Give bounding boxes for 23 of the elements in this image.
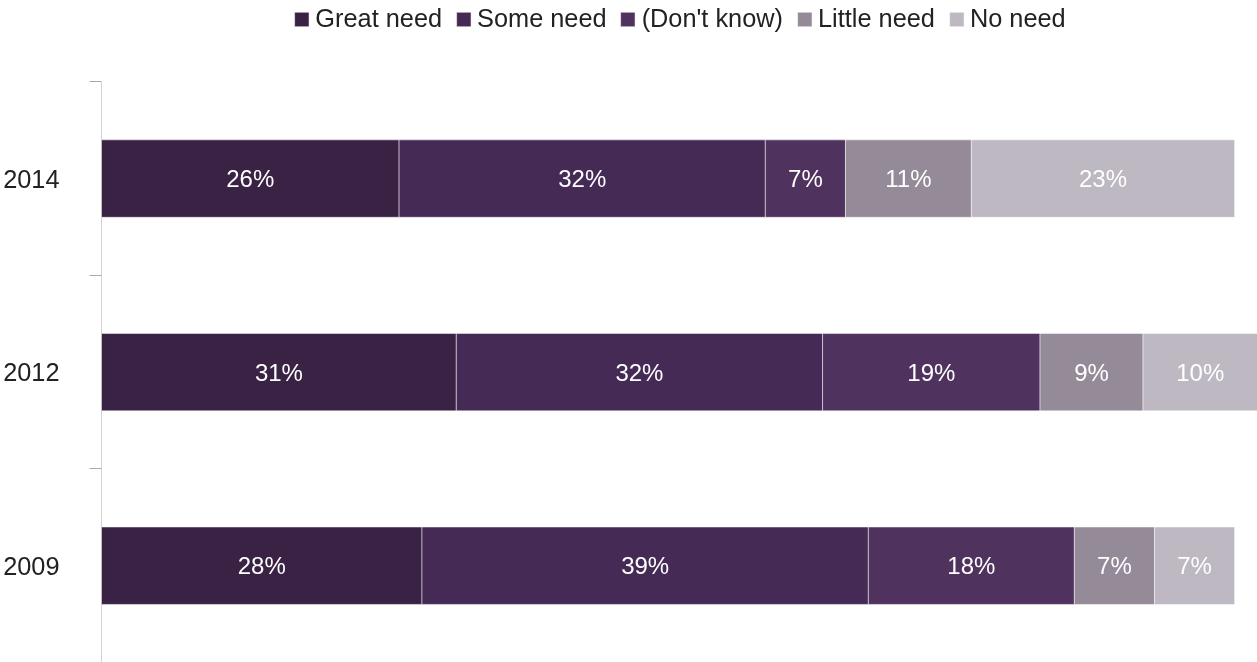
data-label: 10%	[1176, 358, 1225, 386]
data-label: 32%	[558, 165, 607, 193]
y-tick-label: 2012	[3, 358, 60, 387]
data-label: 31%	[254, 358, 303, 386]
legend-label: Some need	[477, 4, 607, 33]
data-label: 7%	[1097, 552, 1132, 580]
legend-label: Great need	[315, 4, 443, 33]
y-tick-label: 2009	[3, 551, 60, 580]
data-label: 39%	[621, 552, 670, 580]
data-label: 26%	[226, 165, 275, 193]
data-label: 7%	[788, 165, 823, 193]
legend-label: (Don't know)	[641, 4, 784, 33]
data-label: 28%	[237, 552, 286, 580]
data-label: 11%	[885, 165, 932, 193]
legend-label: No need	[969, 4, 1066, 33]
data-label: 18%	[947, 552, 996, 580]
data-label: 32%	[615, 358, 664, 386]
data-label: 19%	[907, 358, 956, 386]
data-label: 23%	[1078, 165, 1128, 193]
y-tick-label: 2014	[3, 164, 60, 193]
legend-label: Little need	[818, 4, 935, 33]
data-label: 7%	[1177, 552, 1212, 580]
data-label: 9%	[1074, 358, 1109, 386]
